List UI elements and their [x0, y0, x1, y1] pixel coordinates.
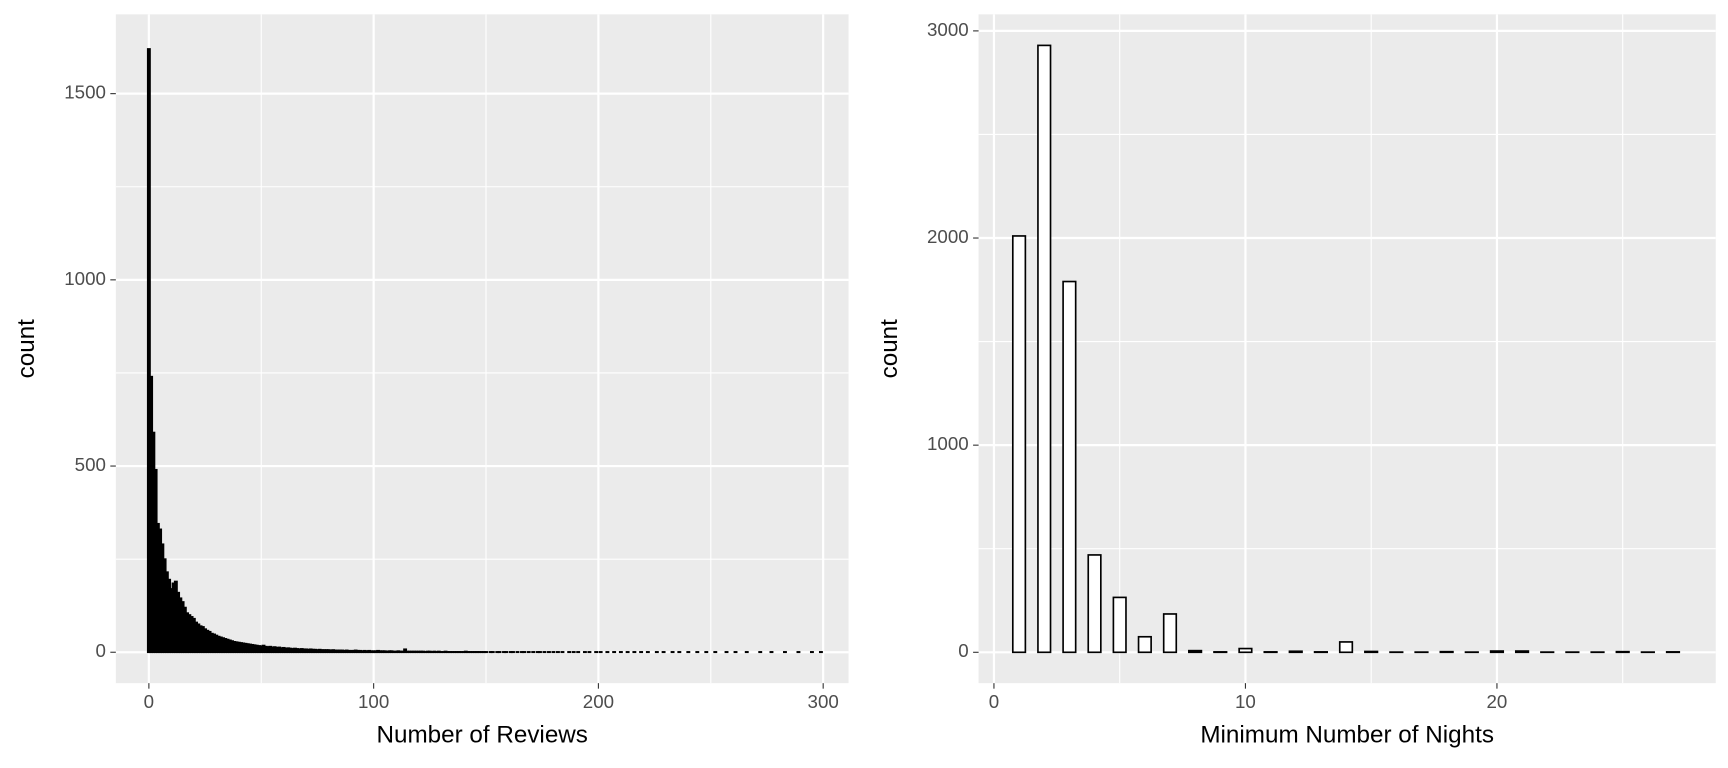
panel-background: [115, 14, 849, 684]
y-tick-label: 500: [75, 454, 106, 475]
histogram-bar: [1087, 554, 1102, 654]
x-axis-title: Minimum Number of Nights: [1200, 721, 1494, 748]
histogram-bar: [1489, 650, 1505, 654]
histogram-bar: [1364, 650, 1379, 654]
y-tick-label: 0: [95, 640, 105, 661]
x-tick-label: 200: [583, 691, 614, 712]
histogram-bar: [146, 48, 151, 654]
histogram-bar: [1188, 649, 1203, 654]
y-tick-label: 1500: [64, 82, 106, 103]
histogram-bar: [1137, 635, 1152, 654]
y-tick-label: 2000: [927, 226, 969, 247]
histogram-bar: [1439, 650, 1454, 654]
x-tick-label: 0: [144, 691, 154, 712]
x-axis-title: Number of Reviews: [376, 721, 587, 748]
histogram-bar: [1011, 235, 1027, 654]
y-tick-label: 1000: [64, 268, 106, 289]
x-tick-label: 100: [358, 691, 389, 712]
histogram-bar: [1615, 650, 1630, 654]
y-tick-label: 3000: [927, 19, 969, 40]
histogram-bar: [1338, 641, 1354, 654]
histogram-bar: [1037, 44, 1052, 654]
x-tick-label: 10: [1235, 691, 1256, 712]
x-tick-label: 20: [1487, 691, 1508, 712]
y-tick-label: 0: [958, 640, 968, 661]
histogram-bar: [1514, 650, 1530, 654]
histogram-bar: [1112, 596, 1127, 654]
histogram-bar: [1288, 650, 1303, 654]
histogram-bar: [1238, 647, 1253, 654]
histogram-bar: [1162, 613, 1178, 654]
x-tick-label: 0: [989, 691, 999, 712]
y-axis-title: count: [876, 319, 903, 379]
histogram-bar: [1062, 280, 1077, 654]
y-axis-title: count: [13, 319, 40, 379]
x-tick-label: 300: [808, 691, 839, 712]
y-tick-label: 1000: [927, 433, 969, 454]
